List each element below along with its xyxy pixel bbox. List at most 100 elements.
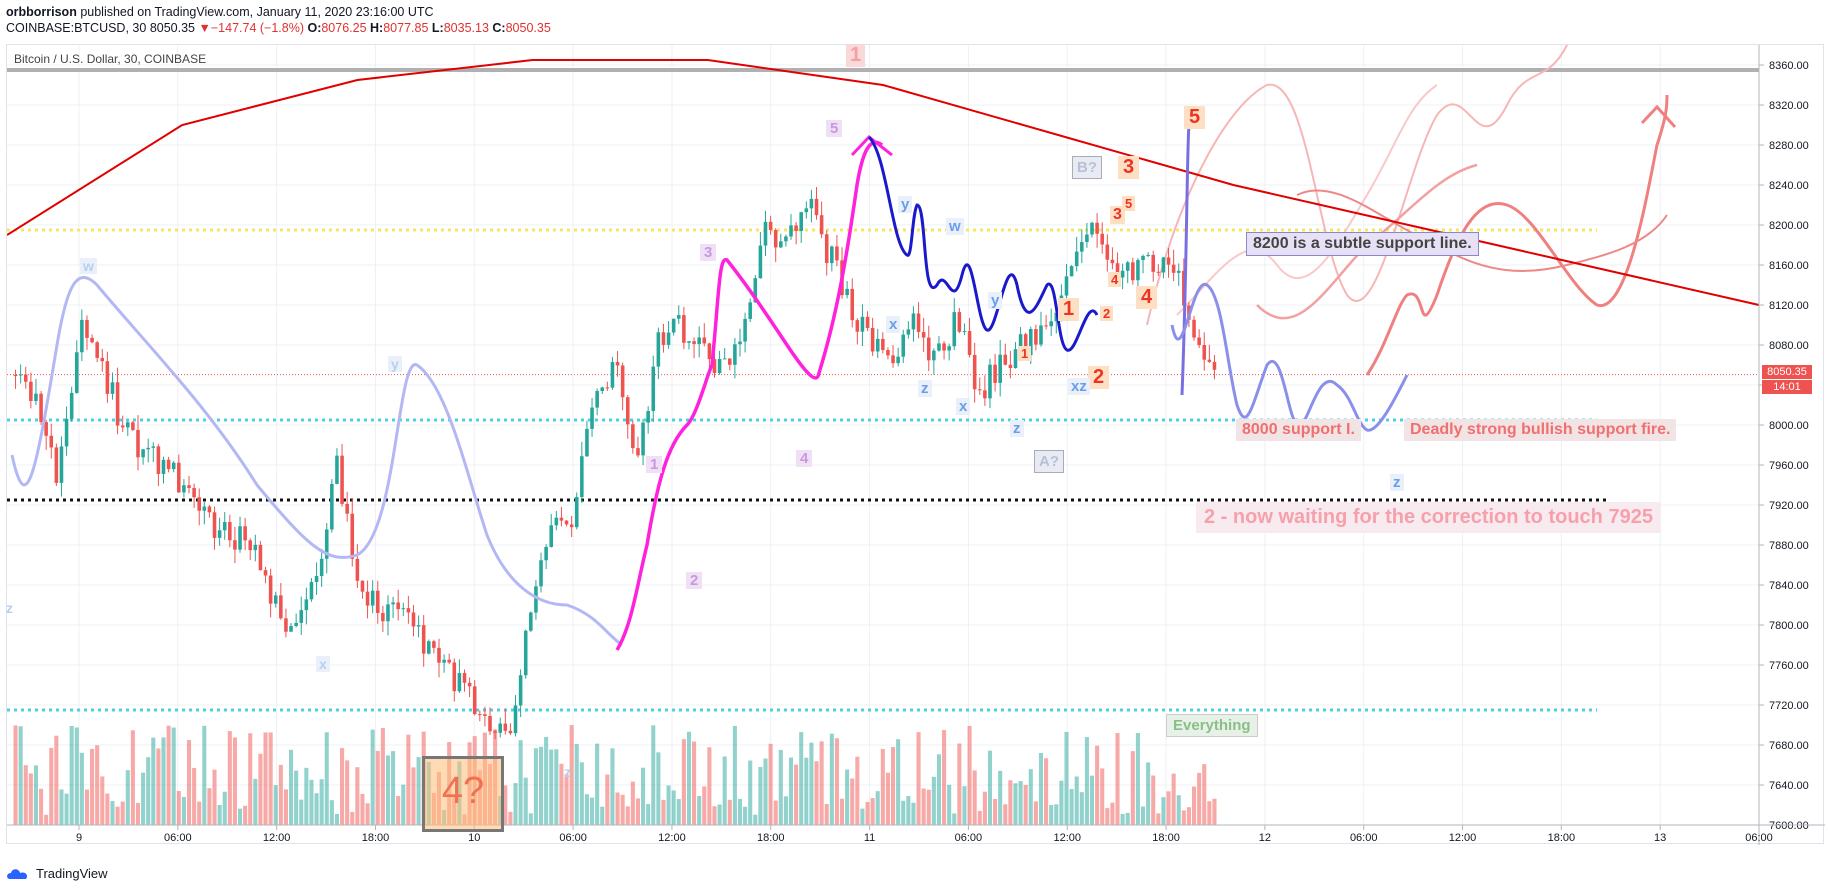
volume-bar [212, 769, 217, 825]
candle-body [1013, 349, 1018, 369]
sub-label-3: 3 [1110, 206, 1125, 224]
candle-body [881, 338, 885, 351]
candle-body [493, 731, 497, 733]
volume-bar [1135, 733, 1140, 825]
volume-bar [686, 731, 692, 825]
candle-body [217, 530, 222, 538]
candle-body [396, 602, 400, 610]
candle-body [401, 608, 406, 610]
volume-bar [584, 794, 589, 825]
volume-bar [513, 783, 518, 825]
candle-body [983, 390, 987, 399]
candle-body [779, 241, 783, 248]
x-tick-label: 18:00 [757, 832, 785, 844]
purple-label-5: 5 [826, 120, 843, 137]
candle-body [605, 387, 610, 389]
volume-bar [936, 754, 941, 825]
candle-body [646, 411, 650, 423]
volume-bar [625, 806, 630, 825]
volume-bar [732, 725, 737, 825]
candle-body [549, 525, 554, 547]
volume-bar [304, 767, 309, 825]
wave-blue [867, 135, 1099, 352]
volume-bar [273, 785, 278, 825]
price-change: −147.74 (−1.8%) [210, 21, 304, 35]
candle-body [671, 318, 676, 333]
volume-bar [141, 772, 146, 825]
candle-body [427, 641, 431, 654]
volume-bar [146, 757, 151, 825]
candle-body [365, 591, 370, 606]
volume-bar [171, 727, 176, 825]
candle-body [34, 393, 38, 401]
volume-bar [176, 791, 181, 825]
x-tick-label: 9 [76, 832, 82, 844]
note-7925[interactable]: 2 - now waiting for the correction to to… [1196, 502, 1661, 533]
volume-bar [595, 743, 600, 825]
candle-body [1110, 259, 1115, 264]
candle-body [452, 662, 457, 692]
author-name[interactable]: orbborrison [6, 5, 77, 19]
price-chart[interactable]: 8360.00 8320.00 8280.00 8240.00 8200.00 8160.… [7, 45, 1825, 845]
volume-bar [33, 765, 38, 825]
note-8000b[interactable]: Deadly strong bullish support fire. [1404, 419, 1677, 441]
candle-body [768, 221, 773, 230]
candle-body [411, 612, 416, 627]
candle-body [54, 447, 59, 483]
volume-bar [768, 743, 773, 825]
candle-body [539, 560, 543, 587]
volume-bar [544, 736, 549, 825]
candle-body [294, 622, 298, 626]
candle-body [962, 331, 967, 333]
low-label: L: [431, 21, 444, 35]
footer[interactable]: TradingView [6, 866, 108, 881]
volume-bar [987, 750, 993, 825]
volume-bar [59, 789, 64, 825]
x-tick-label: 12 [1259, 832, 1271, 844]
candle-body [110, 382, 115, 394]
candle-body [80, 319, 84, 353]
price-badge: 8050.35 14:01 [1762, 365, 1812, 394]
candle-body [508, 730, 513, 734]
volume-bar [166, 725, 171, 825]
wxy-label-z3: z [918, 380, 932, 397]
candle-body [631, 424, 635, 449]
candle-body [258, 544, 263, 571]
volume-bar [814, 761, 819, 825]
volume-bar [299, 799, 304, 825]
note-8000a[interactable]: 8000 support I. [1236, 419, 1361, 441]
candle-body [416, 625, 421, 627]
candle-body [835, 246, 839, 261]
volume-bar [737, 798, 743, 825]
volume-bar [824, 803, 829, 825]
x-tick-label: 10 [468, 832, 480, 844]
volume-bar [181, 797, 186, 825]
candle-body [707, 343, 712, 360]
volume-bar [411, 767, 416, 825]
low-value: 8035.13 [443, 21, 489, 35]
volume-bar [283, 789, 288, 825]
chart-frame[interactable]: 8360.00 8320.00 8280.00 8240.00 8200.00 8160.… [6, 44, 1825, 845]
everything-label[interactable]: Everything [1166, 714, 1258, 737]
candle-body [712, 359, 717, 374]
note-8200[interactable]: 8200 is a subtle support line. [1246, 232, 1479, 256]
volume-bar [783, 796, 788, 825]
volume-bar [1105, 808, 1110, 825]
candle-body [330, 483, 334, 530]
x-tick-label: 12:00 [658, 832, 686, 844]
wxy-label-z1: z [6, 600, 13, 616]
volume-bar [1171, 773, 1176, 825]
x-tick-label: 06:00 [1350, 832, 1378, 844]
candle-body [921, 331, 926, 338]
sub-label-4: 4 [1108, 272, 1122, 287]
candle-body [156, 446, 161, 474]
candle-body [483, 714, 487, 716]
candle-body [748, 302, 752, 319]
candle-body [1156, 271, 1161, 273]
candle-body [268, 575, 273, 604]
volume-bar [100, 776, 105, 825]
volume-bar [355, 767, 360, 825]
open-label: O: [307, 21, 322, 35]
candle-body [717, 358, 722, 374]
four-question-box[interactable]: 4? [422, 756, 504, 832]
